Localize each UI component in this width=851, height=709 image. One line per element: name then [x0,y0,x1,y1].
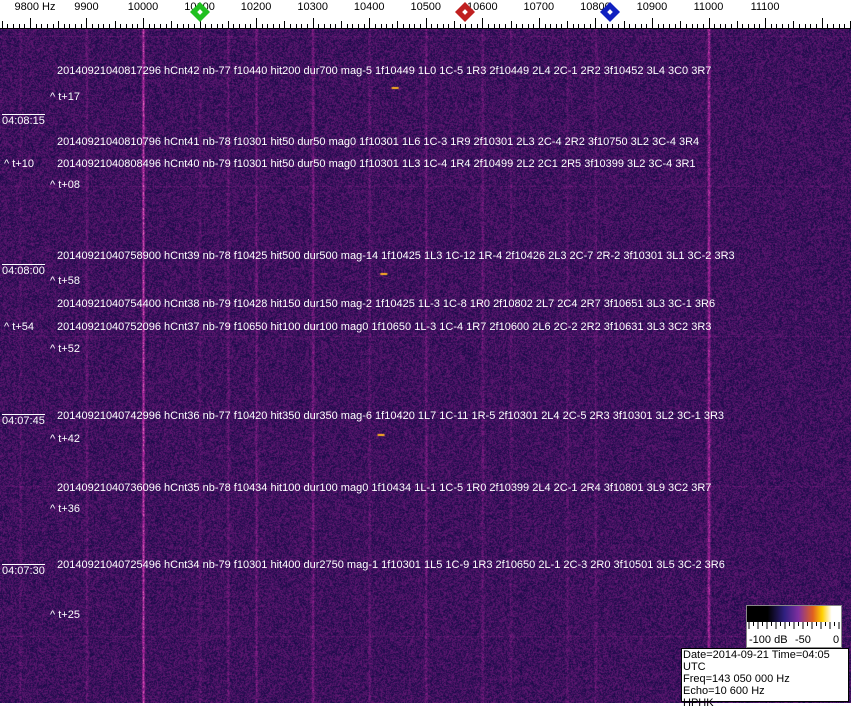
detection-line: 20140921040808496 hCnt40 nb-79 f10301 hi… [57,158,696,170]
axis-tick-label: 10300 [297,1,328,13]
axis-tick-label: 10000 [127,1,159,13]
offset-label: ^ t+54 [4,321,34,333]
detection-line: 20140921040758900 hCnt39 nb-78 f10425 hi… [57,250,735,262]
detection-line: 20140921040742996 hCnt36 nb-77 f10420 hi… [57,410,725,422]
colorbar-label-max: 0 [833,634,840,646]
axis-tick-label: 10900 [636,1,668,13]
time-label: 04:08:00 [2,264,45,277]
detection-line: 20140921040725496 hCnt34 nb-79 f10301 hi… [57,559,725,571]
axis-tick-label: 10400 [353,1,385,13]
time-label: 04:08:15 [2,114,45,127]
axis-tick-label: 10700 [523,1,555,13]
date-time: Date=2014-09-21 Time=04:05 UTC [683,649,830,673]
station-id: HPHK [683,697,714,709]
time-label: 04:07:45 [2,414,45,427]
detection-line: 20140921040752096 hCnt37 nb-79 f10650 hi… [57,321,712,333]
axis-tick-label: 10200 [240,1,272,13]
colorbar-label-min: -100 dB [749,634,788,646]
frequency: Freq=143 050 000 Hz [683,673,790,685]
axis-unit-label: 9800 Hz [14,1,56,13]
offset-label: ^ t+10 [4,158,34,170]
info-box: Date=2014-09-21 Time=04:05 UTC Freq=143 … [681,648,849,709]
offset-label: ^ t+25 [50,609,80,621]
axis-tick-label: 10600 [467,1,498,13]
axis-tick-label: 11100 [750,1,780,13]
echo-frequency: Echo=10 600 Hz [683,685,765,697]
colorbar-gradient [747,606,841,622]
detection-line: 20140921040754400 hCnt38 nb-79 f10428 hi… [57,298,716,310]
detection-line: 20140921040810796 hCnt41 nb-78 f10301 hi… [57,136,700,148]
axis-tick-label: 9900 [74,1,99,13]
colorbar-ticks [748,622,840,629]
offset-label: ^ t+52 [50,343,80,355]
detection-line: 20140921040817296 hCnt42 nb-77 f10440 hi… [57,65,712,77]
offset-label: ^ t+08 [50,179,80,191]
frequency-axis: 9800 Hz 99001000010100102001030010400105… [0,0,851,29]
offset-label: ^ t+58 [50,275,80,287]
detection-line: 20140921040736096 hCnt35 nb-78 f10434 hi… [57,482,712,494]
colorbar-legend: -100 dB -50 0 [746,605,842,648]
waterfall-spectrogram[interactable] [0,29,851,703]
time-label: 04:07:30 [2,564,45,577]
colorbar-label-mid: -50 [795,634,811,646]
offset-label: ^ t+17 [50,91,80,103]
axis-ticks [0,18,851,29]
offset-label: ^ t+42 [50,433,80,445]
axis-tick-label: 10500 [410,1,442,13]
offset-label: ^ t+36 [50,503,80,515]
axis-tick-label: 11000 [693,1,724,13]
